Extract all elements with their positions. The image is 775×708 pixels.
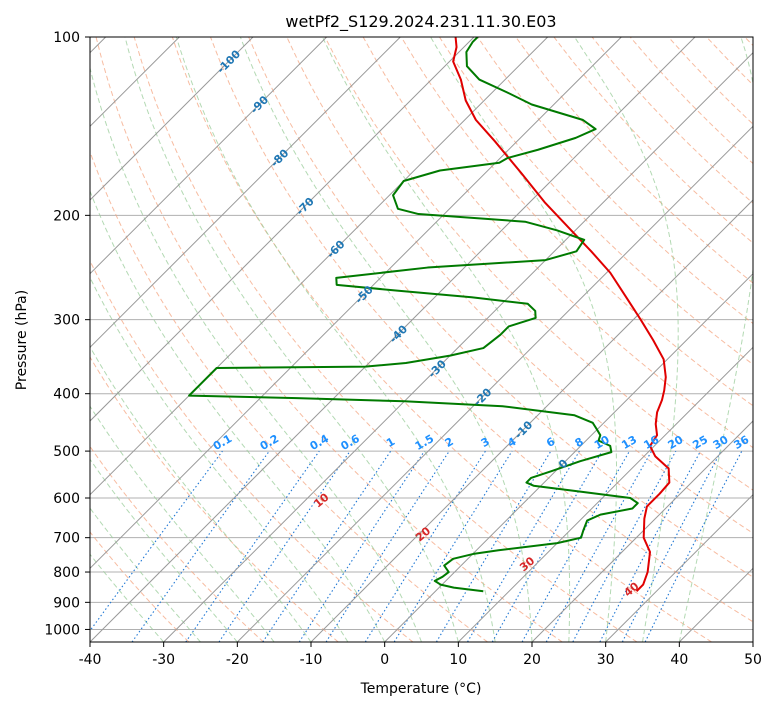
dry-adiabats <box>90 37 753 642</box>
dry-adiabat <box>515 37 753 284</box>
moist-adiabat <box>175 37 496 642</box>
y-tick-label: 700 <box>53 531 80 547</box>
x-tick-label: 40 <box>670 652 688 668</box>
mixing-ratio-line <box>393 450 513 642</box>
moist-adiabat <box>90 66 422 642</box>
x-axis-ticks: -40 -30 -20 -10 0 10 20 30 40 50 <box>79 642 762 668</box>
x-axis-title: Temperature (°C) <box>360 681 482 697</box>
x-tick-label: -30 <box>152 652 175 668</box>
temperature-profile-line <box>452 37 671 592</box>
isotherm-line <box>310 199 753 642</box>
dewpoint-profile-line <box>188 37 639 593</box>
x-tick-label: -20 <box>226 652 249 668</box>
moist-adiabat <box>239 37 533 642</box>
dry-adiabat <box>90 356 339 642</box>
dry-adiabat <box>210 37 753 623</box>
isotherm-line <box>90 37 254 201</box>
profile-series <box>188 37 671 593</box>
dry-adiabat <box>95 37 563 642</box>
isotherm-line <box>457 346 753 642</box>
isotherm-line <box>384 272 753 642</box>
moist-adiabat <box>678 37 753 642</box>
y-axis-ticks: 1000 900 800 700 600 500 400 300 200 100 <box>44 30 90 638</box>
isotherm-line <box>90 37 696 642</box>
dry-adiabat <box>90 531 190 642</box>
moist-adiabat <box>124 37 459 642</box>
x-tick-label: 20 <box>523 652 541 668</box>
dry-adiabat <box>171 37 712 642</box>
y-tick-label: 900 <box>53 595 80 611</box>
isotherm-line <box>90 37 549 496</box>
chart-title: wetPf2_S129.2024.231.11.30.E03 <box>285 12 556 32</box>
dry-adiabat <box>90 445 264 642</box>
isotherm-line <box>90 37 401 349</box>
moist-adiabats <box>90 37 753 642</box>
mixing-ratio-line <box>325 450 450 642</box>
y-axis-title: Pressure (hPa) <box>14 290 30 390</box>
isotherm-line <box>90 37 328 275</box>
y-tick-label: 400 <box>53 387 80 403</box>
y-tick-label: 1000 <box>44 622 80 638</box>
moist-adiabat <box>322 37 571 642</box>
mixing-ratio-line <box>545 450 653 642</box>
dry-adiabat <box>248 37 753 578</box>
y-tick-label: 500 <box>53 444 80 460</box>
mixing-ratio-lines <box>90 450 743 642</box>
moist-adiabat <box>90 276 349 642</box>
dry-adiabat <box>439 37 753 366</box>
mixing-ratio-line <box>572 450 677 642</box>
isotherm-line <box>605 493 753 642</box>
x-tick-label: 30 <box>597 652 615 668</box>
mixing-ratio-line <box>185 450 320 642</box>
dry-adiabat <box>90 150 488 642</box>
mixing-ratio-line <box>644 450 743 642</box>
mixing-ratio-line <box>131 450 270 642</box>
moist-adiabat <box>90 189 386 642</box>
mixing-ratio-line <box>262 450 392 642</box>
moist-adiabat <box>90 405 275 642</box>
isotherm-line <box>163 51 753 642</box>
y-tick-label: 300 <box>53 313 80 329</box>
y-tick-label: 200 <box>53 208 80 224</box>
x-tick-label: 10 <box>449 652 467 668</box>
x-tick-label: 50 <box>744 652 762 668</box>
y-tick-label: 100 <box>53 30 80 46</box>
moist-adiabat <box>430 37 618 642</box>
moist-adiabat <box>90 458 238 642</box>
mixing-ratio-line <box>298 450 425 642</box>
mixing-ratio-line <box>90 450 223 632</box>
x-tick-label: 0 <box>380 652 389 668</box>
isotherms <box>90 37 753 642</box>
isotherm-line <box>90 37 622 570</box>
x-tick-label: -40 <box>79 652 102 668</box>
dry-adiabat <box>400 37 753 407</box>
dry-adiabat <box>133 37 638 642</box>
plot-frame <box>89 36 754 643</box>
isotherm-line <box>90 37 475 422</box>
mixing-ratio-line <box>218 450 351 642</box>
x-tick-label: -10 <box>300 652 323 668</box>
isotherm-line <box>531 420 753 642</box>
y-tick-label: 800 <box>53 565 80 581</box>
isotherm-line <box>236 125 753 642</box>
dry-adiabat <box>324 37 753 491</box>
y-tick-label: 600 <box>53 491 80 507</box>
